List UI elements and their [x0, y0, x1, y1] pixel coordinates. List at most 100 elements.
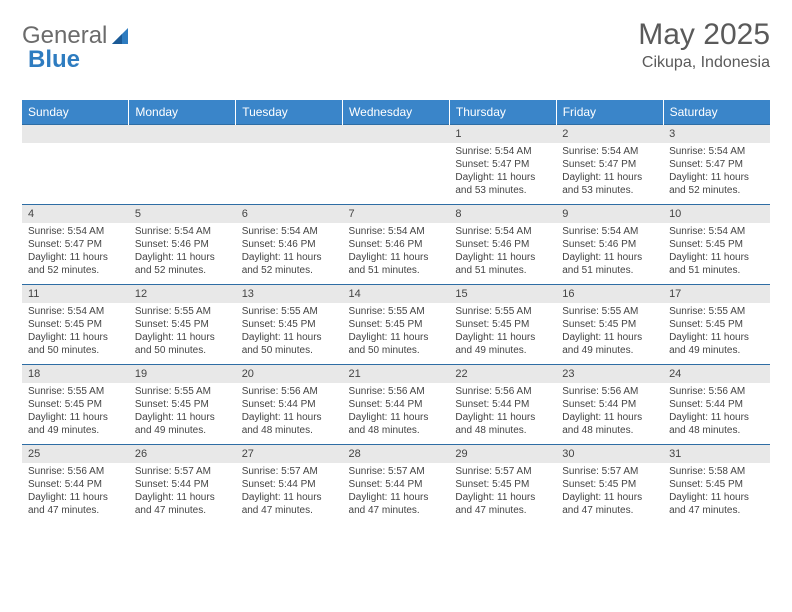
sunset-line: Sunset: 5:45 PM — [669, 318, 764, 331]
day-number: 15 — [449, 285, 556, 303]
day-number: 6 — [236, 205, 343, 223]
sunset-line: Sunset: 5:45 PM — [562, 478, 657, 491]
daylight-line: Daylight: 11 hours and 47 minutes. — [669, 491, 764, 517]
day-detail-cell: Sunrise: 5:56 AMSunset: 5:44 PMDaylight:… — [22, 463, 129, 525]
sunset-line: Sunset: 5:47 PM — [562, 158, 657, 171]
sunrise-line: Sunrise: 5:54 AM — [455, 225, 550, 238]
day-detail-cell: Sunrise: 5:57 AMSunset: 5:44 PMDaylight:… — [129, 463, 236, 525]
day-detail-cell: Sunrise: 5:54 AMSunset: 5:47 PMDaylight:… — [22, 223, 129, 285]
sunrise-line: Sunrise: 5:56 AM — [349, 385, 444, 398]
day-number: 28 — [343, 445, 450, 463]
day-number: 8 — [449, 205, 556, 223]
weekday-header: Monday — [129, 100, 236, 125]
sunset-line: Sunset: 5:47 PM — [28, 238, 123, 251]
day-detail-cell: Sunrise: 5:56 AMSunset: 5:44 PMDaylight:… — [236, 383, 343, 445]
sunset-line: Sunset: 5:46 PM — [349, 238, 444, 251]
day-number: 25 — [22, 445, 129, 463]
day-detail-cell: Sunrise: 5:54 AMSunset: 5:47 PMDaylight:… — [556, 143, 663, 205]
daylight-line: Daylight: 11 hours and 53 minutes. — [562, 171, 657, 197]
day-detail-row: Sunrise: 5:56 AMSunset: 5:44 PMDaylight:… — [22, 463, 770, 525]
day-detail-cell — [236, 143, 343, 205]
logo-line2: Blue — [28, 46, 80, 74]
sunset-line: Sunset: 5:44 PM — [242, 478, 337, 491]
day-number — [22, 125, 129, 143]
daylight-line: Daylight: 11 hours and 50 minutes. — [28, 331, 123, 357]
month-title: May 2025 — [638, 18, 770, 52]
day-detail-cell: Sunrise: 5:54 AMSunset: 5:46 PMDaylight:… — [236, 223, 343, 285]
day-detail-cell: Sunrise: 5:57 AMSunset: 5:44 PMDaylight:… — [343, 463, 450, 525]
day-detail-cell: Sunrise: 5:54 AMSunset: 5:47 PMDaylight:… — [663, 143, 770, 205]
weekday-header-row: SundayMondayTuesdayWednesdayThursdayFrid… — [22, 100, 770, 125]
day-detail-row: Sunrise: 5:55 AMSunset: 5:45 PMDaylight:… — [22, 383, 770, 445]
daylight-line: Daylight: 11 hours and 49 minutes. — [28, 411, 123, 437]
sunset-line: Sunset: 5:45 PM — [135, 318, 230, 331]
day-number: 19 — [129, 365, 236, 383]
day-detail-cell — [22, 143, 129, 205]
daylight-line: Daylight: 11 hours and 50 minutes. — [242, 331, 337, 357]
sunrise-line: Sunrise: 5:54 AM — [669, 225, 764, 238]
day-number: 24 — [663, 365, 770, 383]
day-number: 16 — [556, 285, 663, 303]
daylight-line: Daylight: 11 hours and 48 minutes. — [562, 411, 657, 437]
sunset-line: Sunset: 5:47 PM — [669, 158, 764, 171]
daylight-line: Daylight: 11 hours and 50 minutes. — [349, 331, 444, 357]
sunrise-line: Sunrise: 5:55 AM — [135, 385, 230, 398]
daylight-line: Daylight: 11 hours and 51 minutes. — [455, 251, 550, 277]
day-detail-cell: Sunrise: 5:55 AMSunset: 5:45 PMDaylight:… — [129, 383, 236, 445]
daylight-line: Daylight: 11 hours and 47 minutes. — [28, 491, 123, 517]
sunrise-line: Sunrise: 5:54 AM — [349, 225, 444, 238]
day-detail-cell: Sunrise: 5:55 AMSunset: 5:45 PMDaylight:… — [663, 303, 770, 365]
day-number: 9 — [556, 205, 663, 223]
daylight-line: Daylight: 11 hours and 47 minutes. — [562, 491, 657, 517]
day-number: 30 — [556, 445, 663, 463]
day-detail-cell: Sunrise: 5:54 AMSunset: 5:45 PMDaylight:… — [22, 303, 129, 365]
day-number-row: 11121314151617 — [22, 285, 770, 303]
sunset-line: Sunset: 5:46 PM — [242, 238, 337, 251]
daylight-line: Daylight: 11 hours and 49 minutes. — [562, 331, 657, 357]
daylight-line: Daylight: 11 hours and 49 minutes. — [669, 331, 764, 357]
day-detail-cell: Sunrise: 5:57 AMSunset: 5:44 PMDaylight:… — [236, 463, 343, 525]
daylight-line: Daylight: 11 hours and 51 minutes. — [669, 251, 764, 277]
sunset-line: Sunset: 5:45 PM — [242, 318, 337, 331]
daylight-line: Daylight: 11 hours and 52 minutes. — [28, 251, 123, 277]
sunrise-line: Sunrise: 5:57 AM — [455, 465, 550, 478]
day-detail-cell: Sunrise: 5:56 AMSunset: 5:44 PMDaylight:… — [449, 383, 556, 445]
daylight-line: Daylight: 11 hours and 47 minutes. — [455, 491, 550, 517]
daylight-line: Daylight: 11 hours and 48 minutes. — [242, 411, 337, 437]
daylight-line: Daylight: 11 hours and 49 minutes. — [455, 331, 550, 357]
day-number: 26 — [129, 445, 236, 463]
day-detail-cell: Sunrise: 5:56 AMSunset: 5:44 PMDaylight:… — [343, 383, 450, 445]
sunset-line: Sunset: 5:44 PM — [349, 398, 444, 411]
day-number: 21 — [343, 365, 450, 383]
sunrise-line: Sunrise: 5:55 AM — [669, 305, 764, 318]
sunrise-line: Sunrise: 5:55 AM — [28, 385, 123, 398]
sunrise-line: Sunrise: 5:57 AM — [562, 465, 657, 478]
sunrise-line: Sunrise: 5:54 AM — [28, 305, 123, 318]
sunrise-line: Sunrise: 5:54 AM — [28, 225, 123, 238]
day-number-row: 18192021222324 — [22, 365, 770, 383]
day-number: 14 — [343, 285, 450, 303]
sunrise-line: Sunrise: 5:54 AM — [669, 145, 764, 158]
day-number-row: 25262728293031 — [22, 445, 770, 463]
sunset-line: Sunset: 5:44 PM — [669, 398, 764, 411]
day-detail-cell: Sunrise: 5:54 AMSunset: 5:45 PMDaylight:… — [663, 223, 770, 285]
daylight-line: Daylight: 11 hours and 48 minutes. — [349, 411, 444, 437]
sunset-line: Sunset: 5:45 PM — [562, 318, 657, 331]
day-detail-cell: Sunrise: 5:55 AMSunset: 5:45 PMDaylight:… — [129, 303, 236, 365]
daylight-line: Daylight: 11 hours and 47 minutes. — [242, 491, 337, 517]
sunrise-line: Sunrise: 5:55 AM — [349, 305, 444, 318]
day-detail-row: Sunrise: 5:54 AMSunset: 5:47 PMDaylight:… — [22, 143, 770, 205]
sunrise-line: Sunrise: 5:54 AM — [562, 145, 657, 158]
sunset-line: Sunset: 5:44 PM — [242, 398, 337, 411]
day-detail-cell: Sunrise: 5:55 AMSunset: 5:45 PMDaylight:… — [236, 303, 343, 365]
sunset-line: Sunset: 5:45 PM — [455, 318, 550, 331]
daylight-line: Daylight: 11 hours and 47 minutes. — [135, 491, 230, 517]
sunrise-line: Sunrise: 5:57 AM — [135, 465, 230, 478]
day-detail-cell: Sunrise: 5:55 AMSunset: 5:45 PMDaylight:… — [22, 383, 129, 445]
day-detail-cell: Sunrise: 5:56 AMSunset: 5:44 PMDaylight:… — [663, 383, 770, 445]
sunset-line: Sunset: 5:47 PM — [455, 158, 550, 171]
sunrise-line: Sunrise: 5:57 AM — [349, 465, 444, 478]
day-number: 29 — [449, 445, 556, 463]
sunset-line: Sunset: 5:44 PM — [455, 398, 550, 411]
sunrise-line: Sunrise: 5:56 AM — [28, 465, 123, 478]
